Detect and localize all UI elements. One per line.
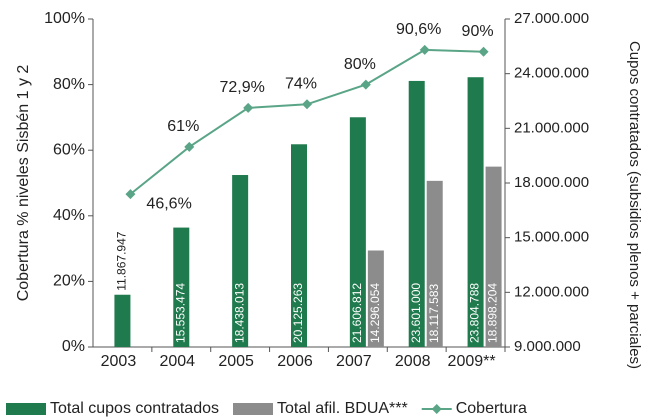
bar-value-label: 18.117.583	[427, 284, 441, 343]
bar	[426, 180, 443, 347]
y2-tick-label: 9.000.000	[514, 338, 581, 355]
y-tick-label: 100%	[44, 10, 85, 27]
bar	[291, 144, 307, 347]
bar	[114, 294, 131, 347]
x-tick-label: 2007	[336, 353, 372, 370]
line-marker	[184, 141, 195, 152]
line-value-label: 61%	[167, 118, 199, 135]
y2-tick-label: 15.000.000	[514, 229, 589, 246]
line-marker	[125, 189, 136, 200]
x-tick-label: 2006	[277, 353, 313, 370]
line-marker	[360, 79, 371, 90]
y-tick-label: 60%	[53, 141, 85, 158]
y-axis-label: Cobertura % niveles Sisbén 1 y 2	[15, 65, 32, 302]
y2-tick-label: 12.000.000	[514, 283, 589, 300]
x-tick-label: 2003	[101, 353, 137, 370]
y-tick-label: 40%	[53, 207, 85, 224]
legend-marker	[431, 404, 442, 414]
line-marker	[302, 99, 312, 110]
line-marker	[419, 44, 430, 55]
bar-value-label: 18.898.204	[486, 283, 500, 343]
bar-value-label: 11.867.947	[115, 231, 129, 290]
bar	[349, 117, 366, 347]
y2-tick-label: 21.000.000	[514, 119, 589, 136]
bar-value-label: 20.125.263	[291, 283, 305, 343]
line-value-label: 46,6%	[146, 195, 191, 212]
bar	[467, 77, 484, 347]
bar-value-label: 15.553.474	[173, 283, 187, 343]
legend-label: Total cupos contratados	[50, 400, 219, 417]
line-marker	[478, 46, 489, 57]
line-value-label: 90%	[462, 23, 494, 40]
legend-label: Cobertura	[456, 400, 527, 417]
line-value-label: 90,6%	[396, 21, 441, 38]
bar	[173, 227, 190, 347]
legend-label: Total afil. BDUA***	[277, 400, 408, 417]
bar	[367, 250, 384, 347]
legend-swatch	[233, 403, 273, 415]
line-marker	[243, 102, 254, 113]
line-value-label: 74%	[285, 75, 317, 92]
y2-tick-label: 27.000.000	[514, 10, 589, 27]
x-tick-label: 2005	[218, 353, 254, 370]
bar-value-label: 23.804.788	[468, 283, 482, 343]
y2-tick-label: 18.000.000	[514, 174, 589, 191]
x-tick-label: 2009**	[448, 353, 496, 370]
legend-swatch	[6, 403, 46, 415]
bar-value-label: 14.296.054	[368, 283, 382, 343]
bar-value-label: 18.438.013	[232, 283, 246, 343]
y-tick-label: 20%	[53, 273, 85, 290]
line-value-label: 80%	[344, 56, 376, 73]
bar	[232, 175, 249, 347]
y2-tick-label: 24.000.000	[514, 65, 589, 82]
x-tick-label: 2008	[395, 353, 431, 370]
y-tick-label: 0%	[62, 338, 85, 355]
bar-value-label: 23.601.000	[409, 283, 423, 343]
bar-value-label: 21.606.812	[350, 283, 364, 343]
y-tick-label: 80%	[53, 76, 85, 93]
line-value-label: 72,9%	[219, 79, 264, 96]
y2-axis-label: Cupos contratados (subsidios plenos + pa…	[626, 41, 643, 369]
bar	[408, 80, 425, 348]
bar	[485, 166, 502, 347]
x-tick-label: 2004	[159, 353, 195, 370]
